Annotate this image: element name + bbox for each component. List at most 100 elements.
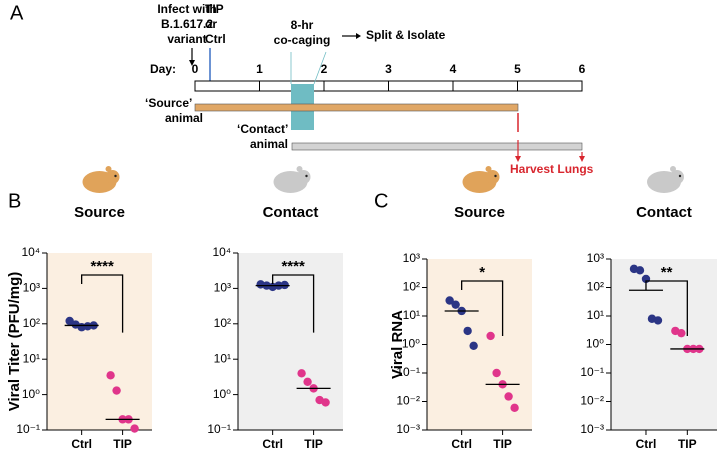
y-tick-label: 10¹ bbox=[587, 308, 604, 322]
chart-title: Contact bbox=[636, 204, 692, 221]
y-tick-label: 10² bbox=[403, 280, 420, 294]
hamster-icon bbox=[494, 174, 497, 178]
data-point bbox=[492, 368, 501, 378]
data-point bbox=[504, 392, 513, 401]
data-point bbox=[469, 341, 478, 351]
x-tick-label: TIP bbox=[304, 437, 323, 451]
hamster-icon bbox=[296, 170, 311, 184]
hamster-icon bbox=[670, 166, 676, 172]
x-tick-label: TIP bbox=[493, 437, 512, 451]
y-tick-label: 10⁰ bbox=[22, 387, 40, 401]
cocage-text: 8-hr bbox=[291, 18, 314, 32]
day-label: 5 bbox=[514, 62, 521, 76]
y-tick-label: 10⁰ bbox=[586, 337, 604, 351]
y-tick-label: 10² bbox=[214, 316, 231, 330]
split-text: Split & Isolate bbox=[366, 28, 446, 42]
y-tick-label: 10⁻¹ bbox=[580, 365, 604, 379]
y-tick-label: 10³ bbox=[403, 251, 420, 265]
y-axis-label: Viral Titer (PFU/mg) bbox=[6, 272, 23, 411]
data-point bbox=[677, 328, 686, 338]
data-point bbox=[303, 377, 312, 386]
treat-text: Ctrl bbox=[205, 32, 226, 46]
harvest-label: Harvest Lungs bbox=[510, 162, 594, 176]
significance-label: * bbox=[479, 264, 485, 281]
y-tick-label: 10⁻² bbox=[580, 394, 604, 408]
data-point bbox=[321, 398, 330, 407]
arrow-head bbox=[189, 60, 195, 66]
panel-letter: B bbox=[8, 190, 21, 212]
hamster-icon bbox=[105, 166, 112, 172]
plot-background bbox=[611, 259, 717, 430]
y-tick-label: 10¹ bbox=[23, 351, 40, 365]
y-tick-label: 10¹ bbox=[403, 308, 420, 322]
x-tick-label: Ctrl bbox=[262, 437, 283, 451]
significance-label: ** bbox=[661, 264, 673, 281]
day-label: 2 bbox=[321, 62, 328, 76]
y-tick-label: 10⁴ bbox=[21, 245, 40, 259]
day-label: 6 bbox=[579, 62, 586, 76]
significance-bracket bbox=[461, 280, 504, 336]
hamster-icon bbox=[296, 166, 303, 172]
treat-text: or bbox=[205, 17, 217, 31]
x-tick-label: TIP bbox=[113, 437, 132, 451]
y-tick-label: 10² bbox=[23, 316, 40, 330]
day-label: 0 bbox=[192, 62, 199, 76]
y-tick-label: 10³ bbox=[23, 281, 40, 295]
y-tick-label: 10¹ bbox=[214, 351, 231, 365]
y-axis-label: Viral RNA bbox=[389, 310, 406, 379]
x-tick-label: Ctrl bbox=[71, 437, 92, 451]
x-tick-label: TIP bbox=[678, 437, 697, 451]
data-point bbox=[130, 424, 139, 433]
significance-label: **** bbox=[90, 258, 114, 275]
data-point bbox=[463, 326, 472, 336]
chart-title: Source bbox=[454, 204, 505, 221]
hamster-icon bbox=[114, 174, 117, 178]
chart-title: Source bbox=[74, 204, 125, 221]
significance-bracket bbox=[645, 280, 688, 336]
arrow-head bbox=[579, 156, 585, 162]
y-tick-label: 10⁻³ bbox=[580, 422, 604, 436]
infect-text: variant bbox=[167, 32, 206, 46]
data-point bbox=[106, 371, 115, 380]
hamster-icon bbox=[670, 170, 684, 184]
x-tick-label: Ctrl bbox=[451, 437, 472, 451]
infect-text: Infect with bbox=[157, 2, 216, 16]
data-point bbox=[486, 331, 495, 341]
y-tick-label: 10² bbox=[587, 280, 604, 294]
hamster-icon bbox=[305, 174, 308, 178]
y-tick-label: 10³ bbox=[214, 281, 231, 295]
hamster-icon bbox=[105, 170, 120, 184]
y-tick-label: 10⁰ bbox=[402, 337, 420, 351]
y-tick-label: 10⁻² bbox=[396, 394, 420, 408]
contact-bar bbox=[291, 142, 583, 151]
significance-bracket bbox=[81, 274, 124, 333]
treat-text: TIP bbox=[205, 2, 224, 16]
y-tick-label: 10³ bbox=[587, 251, 604, 265]
plot-background bbox=[47, 253, 152, 430]
y-tick-label: 10⁰ bbox=[213, 387, 231, 401]
y-tick-label: 10⁻¹ bbox=[396, 365, 420, 379]
source-bar bbox=[194, 103, 519, 112]
data-point bbox=[445, 296, 454, 305]
panel-letter: A bbox=[10, 2, 24, 24]
chart-title: Contact bbox=[263, 204, 319, 221]
significance-bracket bbox=[272, 274, 315, 333]
panel-letter: C bbox=[374, 190, 388, 212]
y-tick-label: 10⁻³ bbox=[396, 422, 420, 436]
infect-text: B.1.617.2 bbox=[161, 17, 213, 31]
y-tick-label: 10⁻¹ bbox=[207, 422, 231, 436]
x-tick-label: Ctrl bbox=[636, 437, 657, 451]
data-point bbox=[112, 386, 121, 395]
contact-label: ‘Contact’ bbox=[237, 122, 288, 136]
day-label: 3 bbox=[385, 62, 392, 76]
data-point bbox=[510, 403, 519, 413]
contact-label: animal bbox=[250, 137, 288, 151]
data-point bbox=[635, 266, 645, 275]
source-label: animal bbox=[165, 111, 203, 125]
source-label: ‘Source’ bbox=[145, 96, 192, 110]
cocage-guide bbox=[313, 51, 327, 85]
data-point bbox=[653, 316, 663, 325]
cocage-text: co-caging bbox=[274, 33, 331, 47]
data-point bbox=[297, 369, 306, 378]
hamster-icon bbox=[485, 166, 492, 172]
